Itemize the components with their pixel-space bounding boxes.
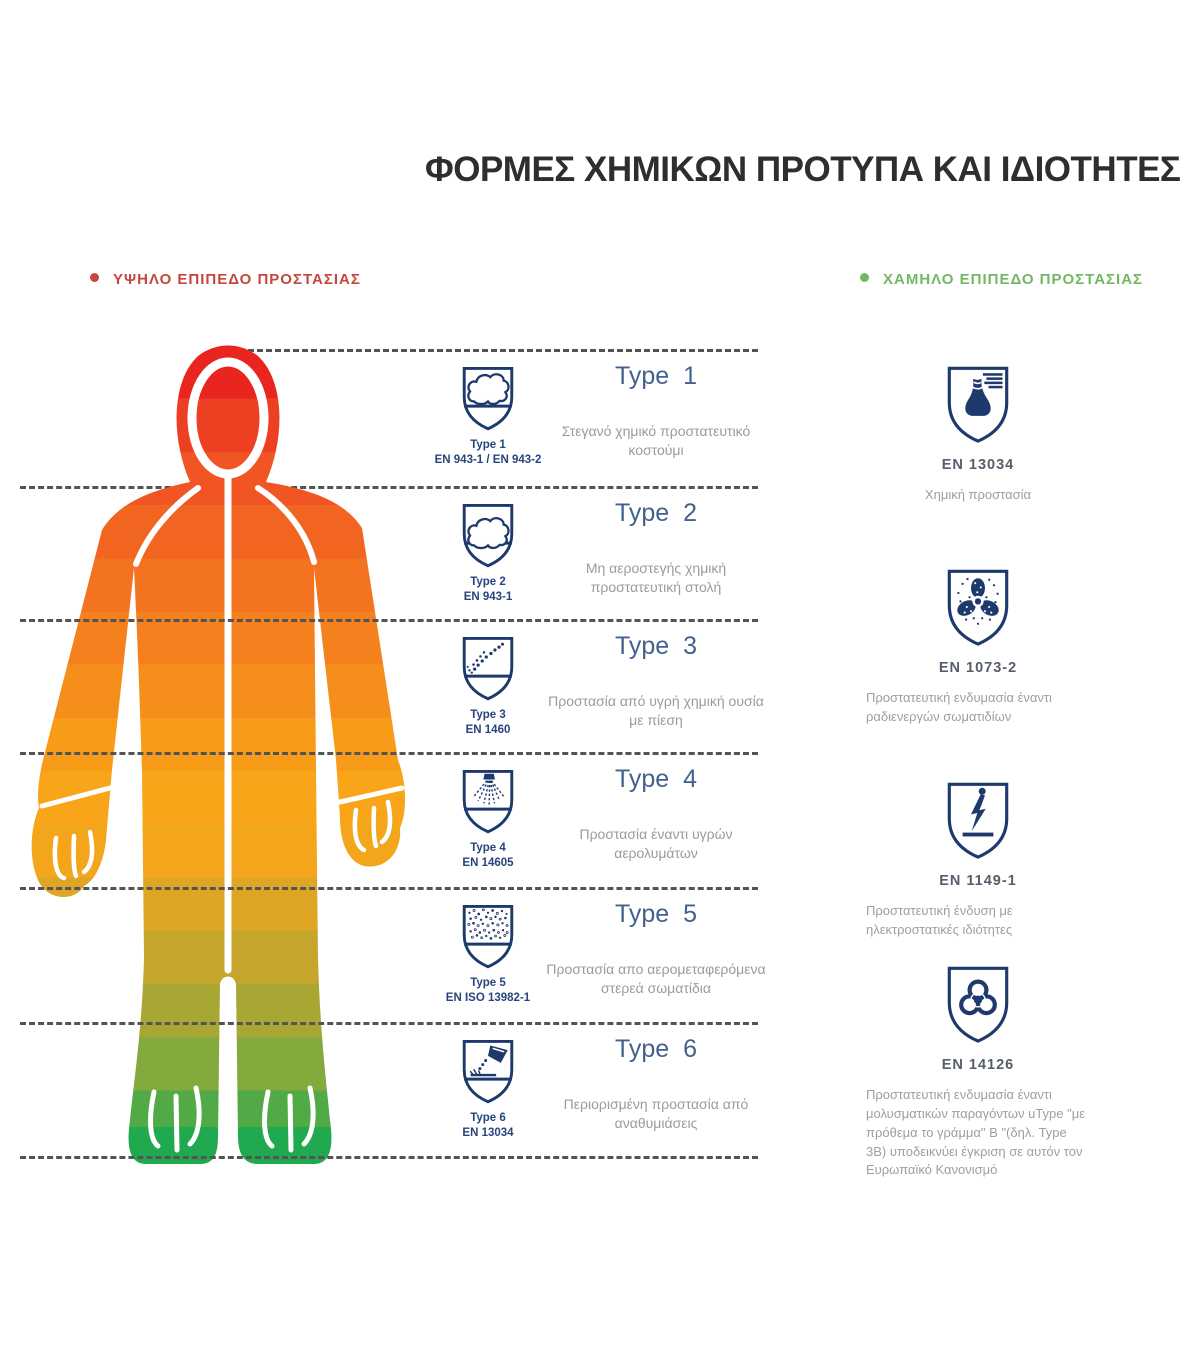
- dashed-line: [20, 1022, 758, 1025]
- standard-shield-icon: [943, 962, 1013, 1046]
- page-title: ΦΟΡΜΕΣ ΧΗΜΙΚΩΝ ΠΡΟΤΥΠΑ ΚΑΙ ΙΔΙΟΤΗΤΕΣ: [425, 150, 1181, 189]
- type-heading: Type 5: [614, 900, 698, 928]
- type-description: Μη αεροστεγής χημική προστατευτική στολή: [585, 560, 727, 595]
- type-heading: Type 1: [614, 362, 698, 390]
- dashed-line: [20, 887, 758, 890]
- standard-description: Χημική προστασία: [924, 487, 1032, 502]
- legend-high-protection: ΥΨΗΛΟ ΕΠΙΠΕΔΟ ΠΡΟΣΤΑΣΙΑΣ: [90, 271, 361, 288]
- type-shield-icon: [459, 634, 517, 702]
- dashed-line: [20, 486, 758, 489]
- type-shield-standard: EN 1460: [465, 723, 511, 736]
- standard-code: EN 13034: [941, 457, 1015, 473]
- type-shield-standard: EN 943-1 / EN 943-2: [434, 453, 542, 466]
- type-row: Type 5 EN ISO 13982-1 Type 5 Προστασία α…: [428, 888, 766, 1018]
- type-shield-label: Type 3: [470, 709, 506, 721]
- type-shield-label: Type 6: [470, 1112, 506, 1124]
- standard-block: EN 1149-1 Προστατευτική ένδυση με ηλεκτρ…: [866, 778, 1090, 940]
- standard-shield-icon: [943, 778, 1013, 862]
- type-shield-label: Type 2: [470, 576, 506, 588]
- type-row: Type 1 EN 943-1 / EN 943-2 Type 1 Στεγαν…: [428, 350, 758, 480]
- type-shield-label: Type 1: [470, 439, 506, 451]
- type-heading: Type 3: [614, 632, 698, 660]
- type-shield: Type 3 EN 1460: [428, 634, 548, 738]
- type-heading: Type 4: [614, 765, 698, 793]
- type-shield-icon: [459, 501, 517, 569]
- type-shield-standard: EN ISO 13982-1: [445, 991, 531, 1004]
- type-row: Type 6 EN 13034 Type 6 Περιορισμένη προσ…: [428, 1023, 758, 1153]
- standard-shield-icon: [943, 565, 1013, 649]
- standard-block: EN 14126 Προστατευτική ενδυμασία έναντι …: [866, 962, 1090, 1180]
- type-shield-icon: [459, 767, 517, 835]
- type-shield: Type 5 EN ISO 13982-1: [428, 902, 548, 1006]
- type-shield-standard: EN 14605: [462, 856, 514, 869]
- type-row: Type 3 EN 1460 Type 3 Προστασία από υγρή…: [428, 620, 764, 750]
- type-shield-label: Type 4: [470, 842, 506, 854]
- standard-description: Προστατευτική ένδυση με ηλεκτροστατικές …: [866, 903, 1013, 937]
- type-shield-icon: [459, 364, 517, 432]
- type-heading: Type 6: [614, 1035, 698, 1063]
- type-description: Προστασία έναντι υγρών αερολυμάτων: [579, 826, 733, 861]
- type-description: Στεγανό χημικό προστατευτικό κοστούμι: [561, 423, 751, 458]
- legend-low-protection: ΧΑΜΗΛΟ ΕΠΙΠΕΔΟ ΠΡΟΣΤΑΣΙΑΣ: [860, 271, 1143, 288]
- type-shield: Type 1 EN 943-1 / EN 943-2: [428, 364, 548, 468]
- type-shield-icon: [459, 902, 517, 970]
- dashed-line: [20, 752, 758, 755]
- red-bullet-icon: [90, 273, 99, 282]
- dashed-line: [20, 1156, 758, 1159]
- type-description: Προστασία απο αερομεταφερόμενα στερεά σω…: [546, 961, 766, 996]
- type-shield-standard: EN 13034: [462, 1126, 514, 1139]
- dashed-line: [230, 349, 758, 352]
- type-description: Προστασία από υγρή χημική ουσία με πίεση: [548, 693, 764, 728]
- standard-block: EN 13034 Χημική προστασία: [866, 362, 1090, 505]
- type-row: Type 2 EN 943-1 Type 2 Μη αεροστεγής χημ…: [428, 487, 758, 617]
- standard-description: Προστατευτική ενδυμασία έναντι μολυσματι…: [866, 1087, 1086, 1178]
- protective-suit-figure: [31, 345, 406, 1164]
- standard-shield-icon: [943, 362, 1013, 446]
- standard-code: EN 1073-2: [938, 660, 1018, 676]
- green-bullet-icon: [860, 273, 869, 282]
- type-shield-standard: EN 943-1: [463, 590, 513, 603]
- type-row: Type 4 EN 14605 Type 4 Προστασία έναντι …: [428, 753, 758, 883]
- type-shield: Type 4 EN 14605: [428, 767, 548, 871]
- dashed-line: [20, 619, 758, 622]
- type-heading: Type 2: [614, 499, 698, 527]
- standard-code: EN 1149-1: [939, 873, 1017, 889]
- standard-block: EN 1073-2 Προστατευτική ενδυμασία έναντι…: [866, 565, 1090, 727]
- type-shield-icon: [459, 1037, 517, 1105]
- standard-code: EN 14126: [941, 1057, 1015, 1073]
- standard-description: Προστατευτική ενδυμασία έναντι ραδιενεργ…: [866, 690, 1052, 724]
- type-shield: Type 6 EN 13034: [428, 1037, 548, 1141]
- type-shield-label: Type 5: [470, 977, 506, 989]
- type-description: Περιορισμένη προστασία από αναθυμιάσεις: [563, 1096, 749, 1131]
- type-shield: Type 2 EN 943-1: [428, 501, 548, 605]
